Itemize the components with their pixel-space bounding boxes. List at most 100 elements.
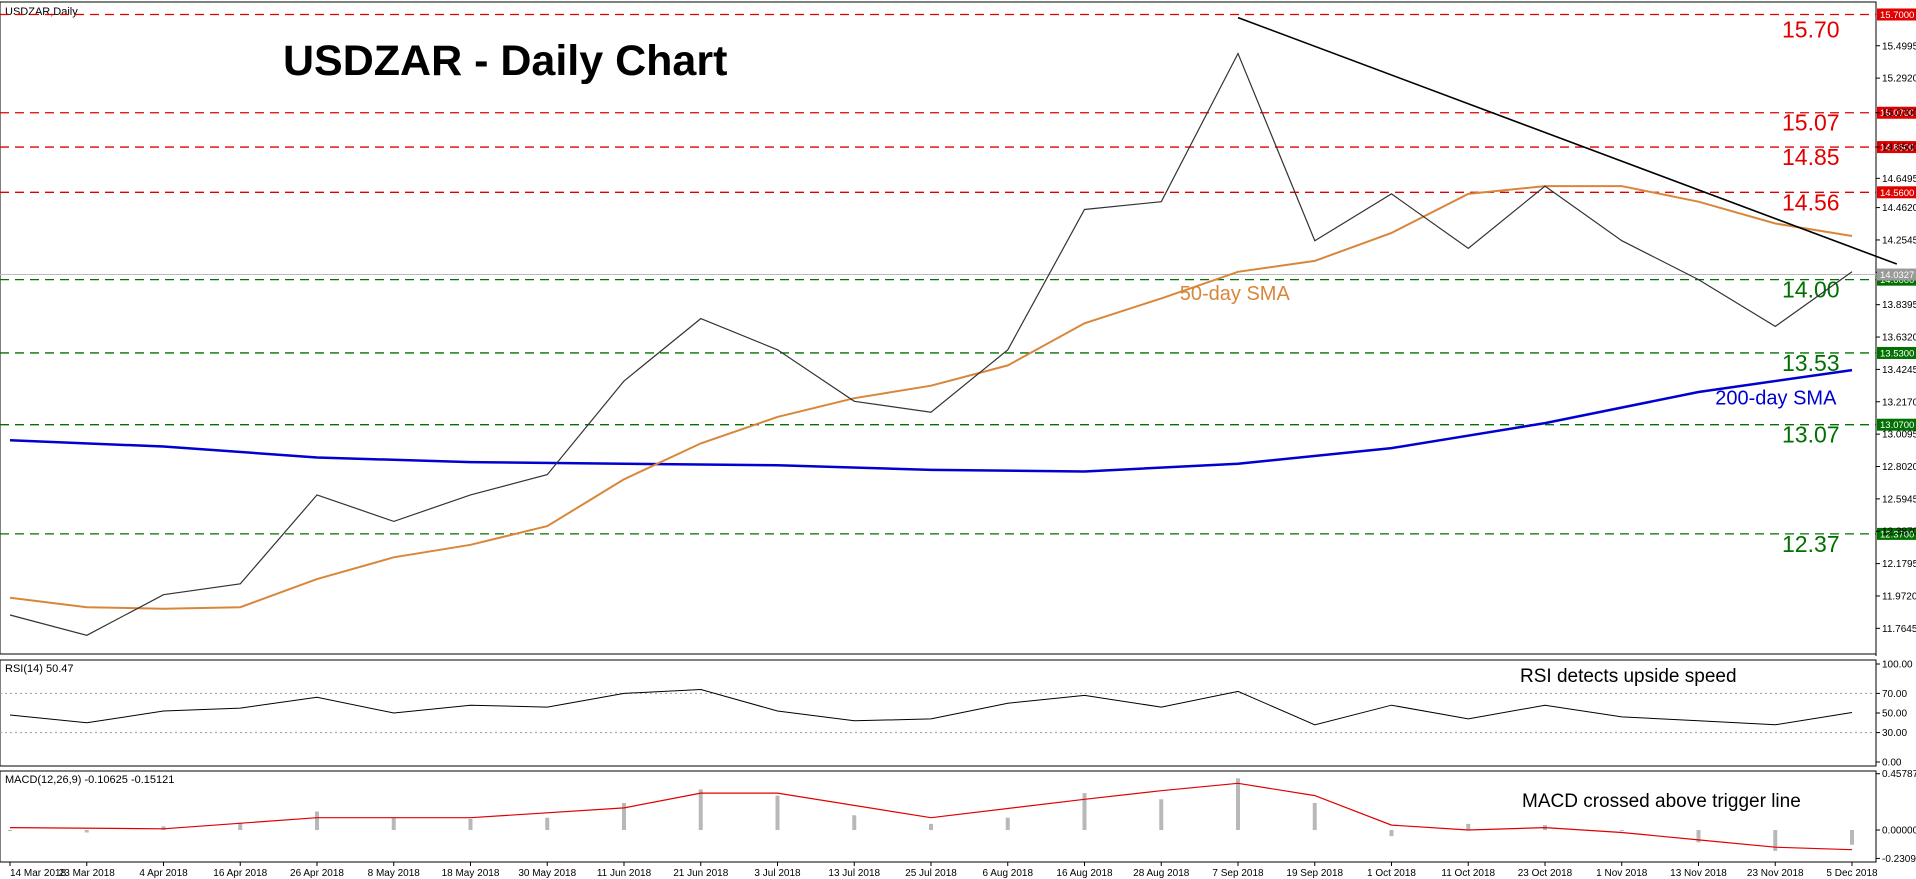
date-tick-label: 1 Oct 2018 bbox=[1367, 868, 1416, 879]
macd-bar bbox=[84, 830, 89, 833]
macd-bar bbox=[315, 811, 319, 831]
macd-bar bbox=[1619, 830, 1624, 832]
date-tick-label: 4 Apr 2018 bbox=[139, 868, 188, 879]
level-tag bbox=[1877, 8, 1916, 21]
price-tick-label: 11.9720 bbox=[1882, 591, 1916, 602]
macd-bar bbox=[698, 789, 703, 831]
macd-bar bbox=[622, 802, 626, 831]
level-tag-text: 14.8500 bbox=[1880, 143, 1914, 154]
macd-tick-label: 0.45787 bbox=[1882, 769, 1916, 780]
date-tick-label: 1 Nov 2018 bbox=[1596, 868, 1648, 879]
date-tick-label: 7 Sep 2018 bbox=[1212, 868, 1264, 879]
macd-bar bbox=[1082, 793, 1087, 831]
macd-bar bbox=[1389, 830, 1394, 837]
date-tick-label: 30 May 2018 bbox=[518, 868, 576, 879]
price-tick-label: 13.6320 bbox=[1882, 333, 1916, 344]
date-tick-label: 5 Dec 2018 bbox=[1826, 868, 1878, 879]
rsi-tick-label: 30.00 bbox=[1882, 728, 1907, 739]
symbol-label: USDZAR,Daily bbox=[5, 6, 78, 18]
level-tag-text: 15.7000 bbox=[1880, 10, 1914, 21]
date-tick-label: 11 Oct 2018 bbox=[1441, 868, 1495, 879]
level-tag bbox=[1877, 186, 1916, 199]
macd-bar bbox=[391, 817, 396, 831]
price-tick-label: 14.2545 bbox=[1882, 235, 1916, 246]
rsi-panel: RSI(14) 50.47 RSI detects upside speed 1… bbox=[0, 659, 1913, 769]
chart-title: USDZAR - Daily Chart bbox=[283, 37, 727, 85]
sma200-label: 200-day SMA bbox=[1715, 387, 1837, 409]
level-tag-text: 12.3700 bbox=[1880, 529, 1914, 540]
date-tick-label: 23 Mar 2018 bbox=[59, 868, 116, 879]
macd-panel: MACD(12,26,9) -0.10625 -0.15121 MACD cro… bbox=[0, 769, 1916, 865]
sma50-label: 50-day SMA bbox=[1180, 283, 1291, 305]
price-tick-label: 15.4995 bbox=[1882, 41, 1916, 52]
date-tick-label: 16 Apr 2018 bbox=[213, 868, 267, 879]
rsi-tick-label: 0.00 bbox=[1882, 758, 1902, 769]
price-tick-label: 13.0095 bbox=[1882, 430, 1916, 441]
price-tick-label: 14.4620 bbox=[1882, 203, 1916, 214]
level-tag bbox=[1877, 527, 1916, 540]
macd-bar bbox=[1696, 830, 1701, 843]
macd-signal-line bbox=[9, 782, 1853, 851]
date-tick-label: 16 Aug 2018 bbox=[1056, 868, 1113, 879]
macd-bar bbox=[468, 818, 473, 831]
macd-bar bbox=[1773, 830, 1778, 851]
rsi-tick-label: 100.00 bbox=[1882, 660, 1913, 671]
date-tick-label: 3 Jul 2018 bbox=[754, 868, 801, 879]
current-price-tag: 14.0327 bbox=[1877, 268, 1916, 281]
macd-bar bbox=[1005, 817, 1010, 831]
price-tick-label: 14.6495 bbox=[1882, 174, 1916, 185]
price-tick-label: 15.0700 bbox=[1882, 108, 1916, 119]
macd-bar bbox=[161, 826, 166, 831]
macd-bar bbox=[1312, 802, 1317, 831]
macd-bar bbox=[545, 817, 550, 831]
date-tick-label: 19 Sep 2018 bbox=[1286, 868, 1343, 879]
level-tag-text: 15.0700 bbox=[1880, 108, 1914, 119]
level-label: 15.70 bbox=[1782, 17, 1840, 43]
date-tick-label: 13 Nov 2018 bbox=[1670, 868, 1727, 879]
macd-bar bbox=[775, 795, 780, 831]
macd-label: MACD(12,26,9) -0.10625 -0.15121 bbox=[5, 774, 174, 786]
date-tick-label: 23 Nov 2018 bbox=[1747, 868, 1804, 879]
level-tag bbox=[1877, 141, 1916, 154]
level-label: 14.56 bbox=[1782, 189, 1840, 215]
level-tag-text: 13.5300 bbox=[1880, 348, 1914, 359]
macd-bar bbox=[1236, 778, 1240, 831]
sma200-line bbox=[9, 368, 1853, 473]
price-axis-ticks: 15.4995 15.2920 15.0700 14.8500 14.6495 14.46… bbox=[1876, 41, 1916, 635]
level-tag bbox=[1877, 106, 1916, 119]
date-tick-label: 25 Jul 2018 bbox=[905, 868, 957, 879]
rsi-tick-label: 50.00 bbox=[1882, 709, 1907, 720]
price-tick-label: 12.1795 bbox=[1882, 559, 1916, 570]
price-tick-label: 11.7645 bbox=[1882, 624, 1916, 635]
current-price-text: 14.0327 bbox=[1880, 270, 1914, 281]
level-label: 15.07 bbox=[1782, 110, 1840, 136]
date-tick-label: 23 Oct 2018 bbox=[1518, 868, 1573, 879]
level-tag bbox=[1877, 346, 1916, 359]
date-tick-label: 6 Aug 2018 bbox=[982, 868, 1033, 879]
macd-bar bbox=[8, 830, 12, 832]
level-label: 13.07 bbox=[1782, 422, 1840, 448]
date-tick-label: 11 Jun 2018 bbox=[597, 868, 652, 879]
date-tick-label: 14 Mar 2018 bbox=[10, 868, 67, 879]
rsi-tick-label: 70.00 bbox=[1882, 689, 1907, 700]
descending-trendline bbox=[1237, 16, 1898, 265]
macd-bar bbox=[929, 823, 933, 831]
macd-bar bbox=[852, 815, 857, 831]
macd-axis-ticks: 0.45787 0.00000 -0.23093 bbox=[1876, 769, 1916, 865]
macd-tick-label: 0.00000 bbox=[1882, 826, 1916, 837]
level-tag-text: 13.0700 bbox=[1880, 420, 1914, 431]
level-tag-text: 14.5600 bbox=[1880, 188, 1914, 199]
rsi-axis-ticks: 100.00 70.00 50.00 30.00 0.00 bbox=[0, 660, 1913, 769]
macd-bar bbox=[1159, 799, 1164, 831]
date-tick-label: 21 Jun 2018 bbox=[673, 868, 728, 879]
price-tick-label: 12.3870 bbox=[1882, 527, 1916, 538]
price-tick-label: 13.4245 bbox=[1882, 365, 1916, 376]
price-panel: USDZAR,Daily USDZAR - Daily Chart 15.70 1… bbox=[0, 1, 1916, 656]
date-tick-label: 18 May 2018 bbox=[442, 868, 500, 879]
rsi-label: RSI(14) 50.47 bbox=[5, 663, 73, 675]
price-tick-label: 13.2170 bbox=[1882, 397, 1916, 408]
level-label: 12.37 bbox=[1782, 531, 1840, 557]
macd-histogram bbox=[8, 778, 1854, 851]
